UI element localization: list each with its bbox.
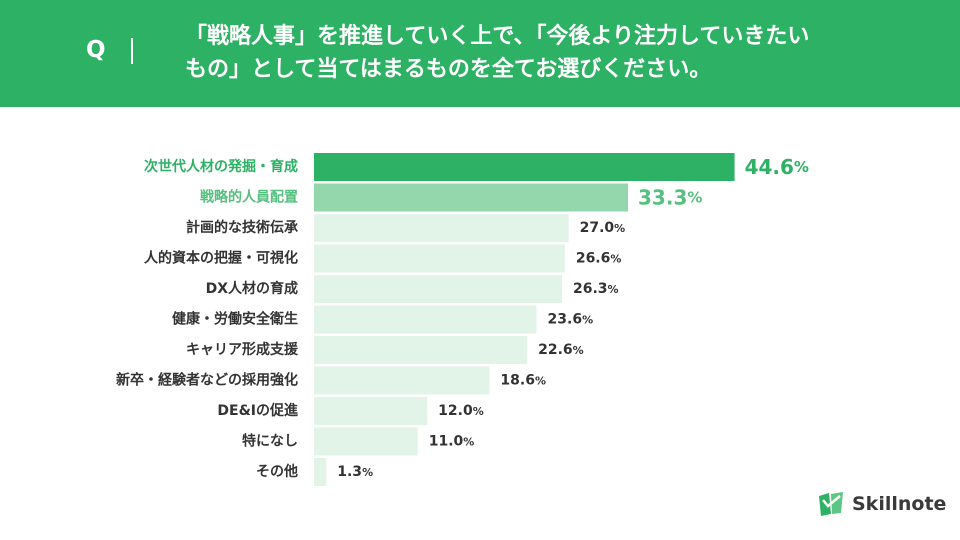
bar: [314, 366, 490, 395]
value-label: 23.6%: [548, 312, 594, 328]
category-label: 人的資本の把握・可視化: [144, 250, 298, 267]
category-label: 計画的な技術伝承: [186, 219, 298, 236]
question-mark: Q: [86, 37, 106, 63]
brand-logo: Skillnote: [816, 490, 946, 518]
category-label: DX人材の育成: [206, 280, 298, 297]
bar: [314, 275, 563, 303]
bar: [314, 336, 528, 364]
category-label: キャリア形成支援: [186, 341, 299, 358]
value-label: 26.3%: [573, 281, 619, 297]
bar: [314, 214, 569, 242]
bar: [314, 458, 327, 486]
bar: [314, 427, 418, 456]
bar: [314, 397, 428, 425]
skillnote-logo-icon: [819, 492, 843, 516]
question-text: 「戦略人事」を推進していく上で、「今後より注力していきたい もの」として当てはま…: [185, 24, 810, 82]
category-label: 次世代人材の発掘・育成: [144, 158, 298, 175]
value-label: 22.6%: [538, 342, 584, 358]
bar: [314, 153, 735, 181]
category-label: 新卒・経験者などの採用強化: [116, 372, 298, 389]
value-label: 11.0%: [429, 434, 475, 450]
category-label: その他: [256, 463, 298, 480]
value-label: 27.0%: [580, 220, 626, 236]
value-label: 1.3%: [337, 464, 373, 480]
value-label: 44.6%: [745, 155, 809, 179]
category-label: 健康・労働安全衛生: [172, 311, 298, 328]
value-label: 33.3%: [638, 186, 702, 210]
value-label: 26.6%: [576, 251, 622, 267]
question-separator: [131, 38, 133, 64]
bar: [314, 244, 565, 273]
category-label: 戦略的人員配置: [200, 189, 298, 206]
bar: [314, 183, 629, 212]
question-header: Q 「戦略人事」を推進していく上で、「今後より注力していきたい もの」として当て…: [0, 0, 960, 107]
category-label: 特になし: [242, 433, 298, 450]
bar: [314, 305, 537, 334]
value-label: 12.0%: [438, 403, 484, 419]
category-label: DE&Iの促進: [217, 402, 298, 419]
value-label: 18.6%: [500, 373, 546, 389]
brand-name: Skillnote: [852, 493, 947, 515]
